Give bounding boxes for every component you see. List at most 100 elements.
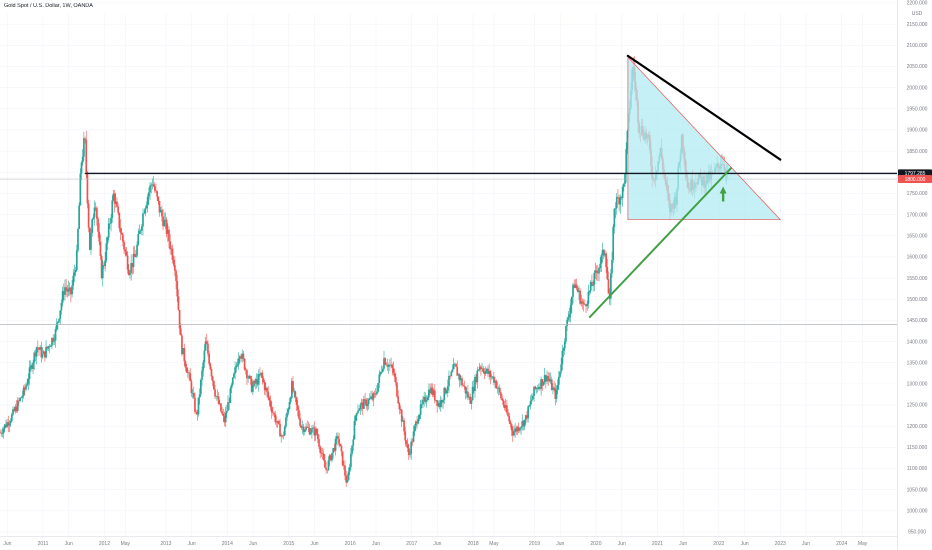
candle (340, 444, 343, 457)
candle (328, 453, 331, 467)
candle (178, 309, 181, 335)
candle-body (268, 397, 271, 401)
candle-body (248, 376, 251, 378)
candle (276, 420, 279, 428)
up-arrow-icon[interactable] (719, 186, 727, 202)
time-axis[interactable]: Jun 2011 Jun 2012 May 2013 Jun 2014 Jun 2015 Jun 20… (0, 536, 897, 548)
drawings[interactable] (0, 54, 897, 325)
candle (192, 386, 195, 399)
candle-body (327, 460, 330, 470)
candle-body (592, 284, 594, 286)
candle-body (214, 389, 216, 397)
candle (145, 201, 148, 210)
candle (468, 393, 470, 401)
candle-body (391, 364, 394, 369)
candle (236, 358, 239, 368)
candle (214, 385, 216, 399)
candle (294, 390, 297, 403)
upper-trendline[interactable] (626, 54, 782, 161)
candle-body (361, 402, 364, 409)
candle (16, 397, 19, 413)
candle-body (146, 196, 149, 205)
candle (205, 333, 208, 345)
candle (448, 370, 450, 393)
candle (201, 366, 203, 386)
candle (493, 371, 495, 386)
candle-body (222, 413, 225, 417)
candle (595, 265, 598, 281)
candle-body (3, 424, 6, 429)
candle (589, 280, 592, 295)
candle (346, 474, 349, 484)
candle-body (26, 383, 29, 386)
candle (48, 343, 51, 354)
price-tag[interactable]: 1800.000 (898, 175, 932, 184)
candle (262, 376, 265, 384)
candle-body (476, 370, 479, 383)
candle (522, 419, 525, 431)
candle (396, 381, 398, 398)
candle-body (148, 192, 150, 197)
candle (588, 290, 591, 296)
candle-body (266, 387, 268, 392)
candle-body (114, 201, 117, 204)
candle (49, 344, 52, 347)
candle (7, 415, 10, 433)
candle-body (157, 196, 160, 202)
candle-body (98, 231, 101, 242)
candle (38, 346, 40, 356)
price-axis[interactable]: USD 2200.000 2150.000 2100.000 2050.000 2000.… (897, 0, 932, 550)
candle-body (458, 374, 461, 381)
candle (622, 182, 625, 192)
rising-trendline[interactable] (588, 167, 733, 319)
candle (164, 212, 167, 229)
candle (619, 194, 622, 214)
candle-body (0, 432, 3, 434)
candle-body (12, 409, 14, 415)
candle-body (566, 319, 568, 326)
candle (281, 434, 284, 438)
candle-body (346, 479, 349, 483)
triangle-pattern[interactable] (627, 56, 782, 221)
candle-body (59, 310, 62, 319)
candle-body (533, 386, 535, 397)
candle-body (165, 219, 168, 234)
y-tick-label: 1600.000 (907, 255, 928, 261)
candle-body (446, 386, 449, 391)
candle-body (179, 328, 182, 336)
candle-body (562, 348, 565, 351)
candle (376, 385, 378, 396)
candle (614, 202, 617, 219)
candle (417, 414, 420, 425)
candle (293, 387, 296, 399)
candle (6, 418, 8, 429)
candle (545, 374, 547, 389)
candle (301, 420, 304, 435)
candle-body (396, 382, 398, 397)
candle-body (364, 399, 366, 400)
candle-body (288, 402, 291, 410)
x-tick-label: Jun (802, 541, 810, 547)
candle-body (560, 364, 563, 372)
candle-body (359, 404, 362, 410)
candle-body (290, 381, 293, 398)
candle-body (303, 430, 306, 433)
candle-body (113, 193, 116, 204)
candle-body (334, 438, 337, 451)
x-tick-label: Jun (679, 541, 687, 547)
candle (111, 195, 114, 223)
candle (483, 368, 486, 379)
candle-body (485, 368, 488, 371)
candle-body (575, 284, 578, 289)
candle (566, 316, 568, 332)
candle-body (348, 467, 351, 472)
candle-body (74, 270, 77, 273)
candle (182, 347, 184, 355)
candle (503, 401, 506, 411)
candle-body (216, 396, 219, 397)
candle-body (60, 302, 63, 311)
candle (204, 336, 207, 351)
candle-body (158, 201, 161, 213)
candle (398, 401, 401, 415)
